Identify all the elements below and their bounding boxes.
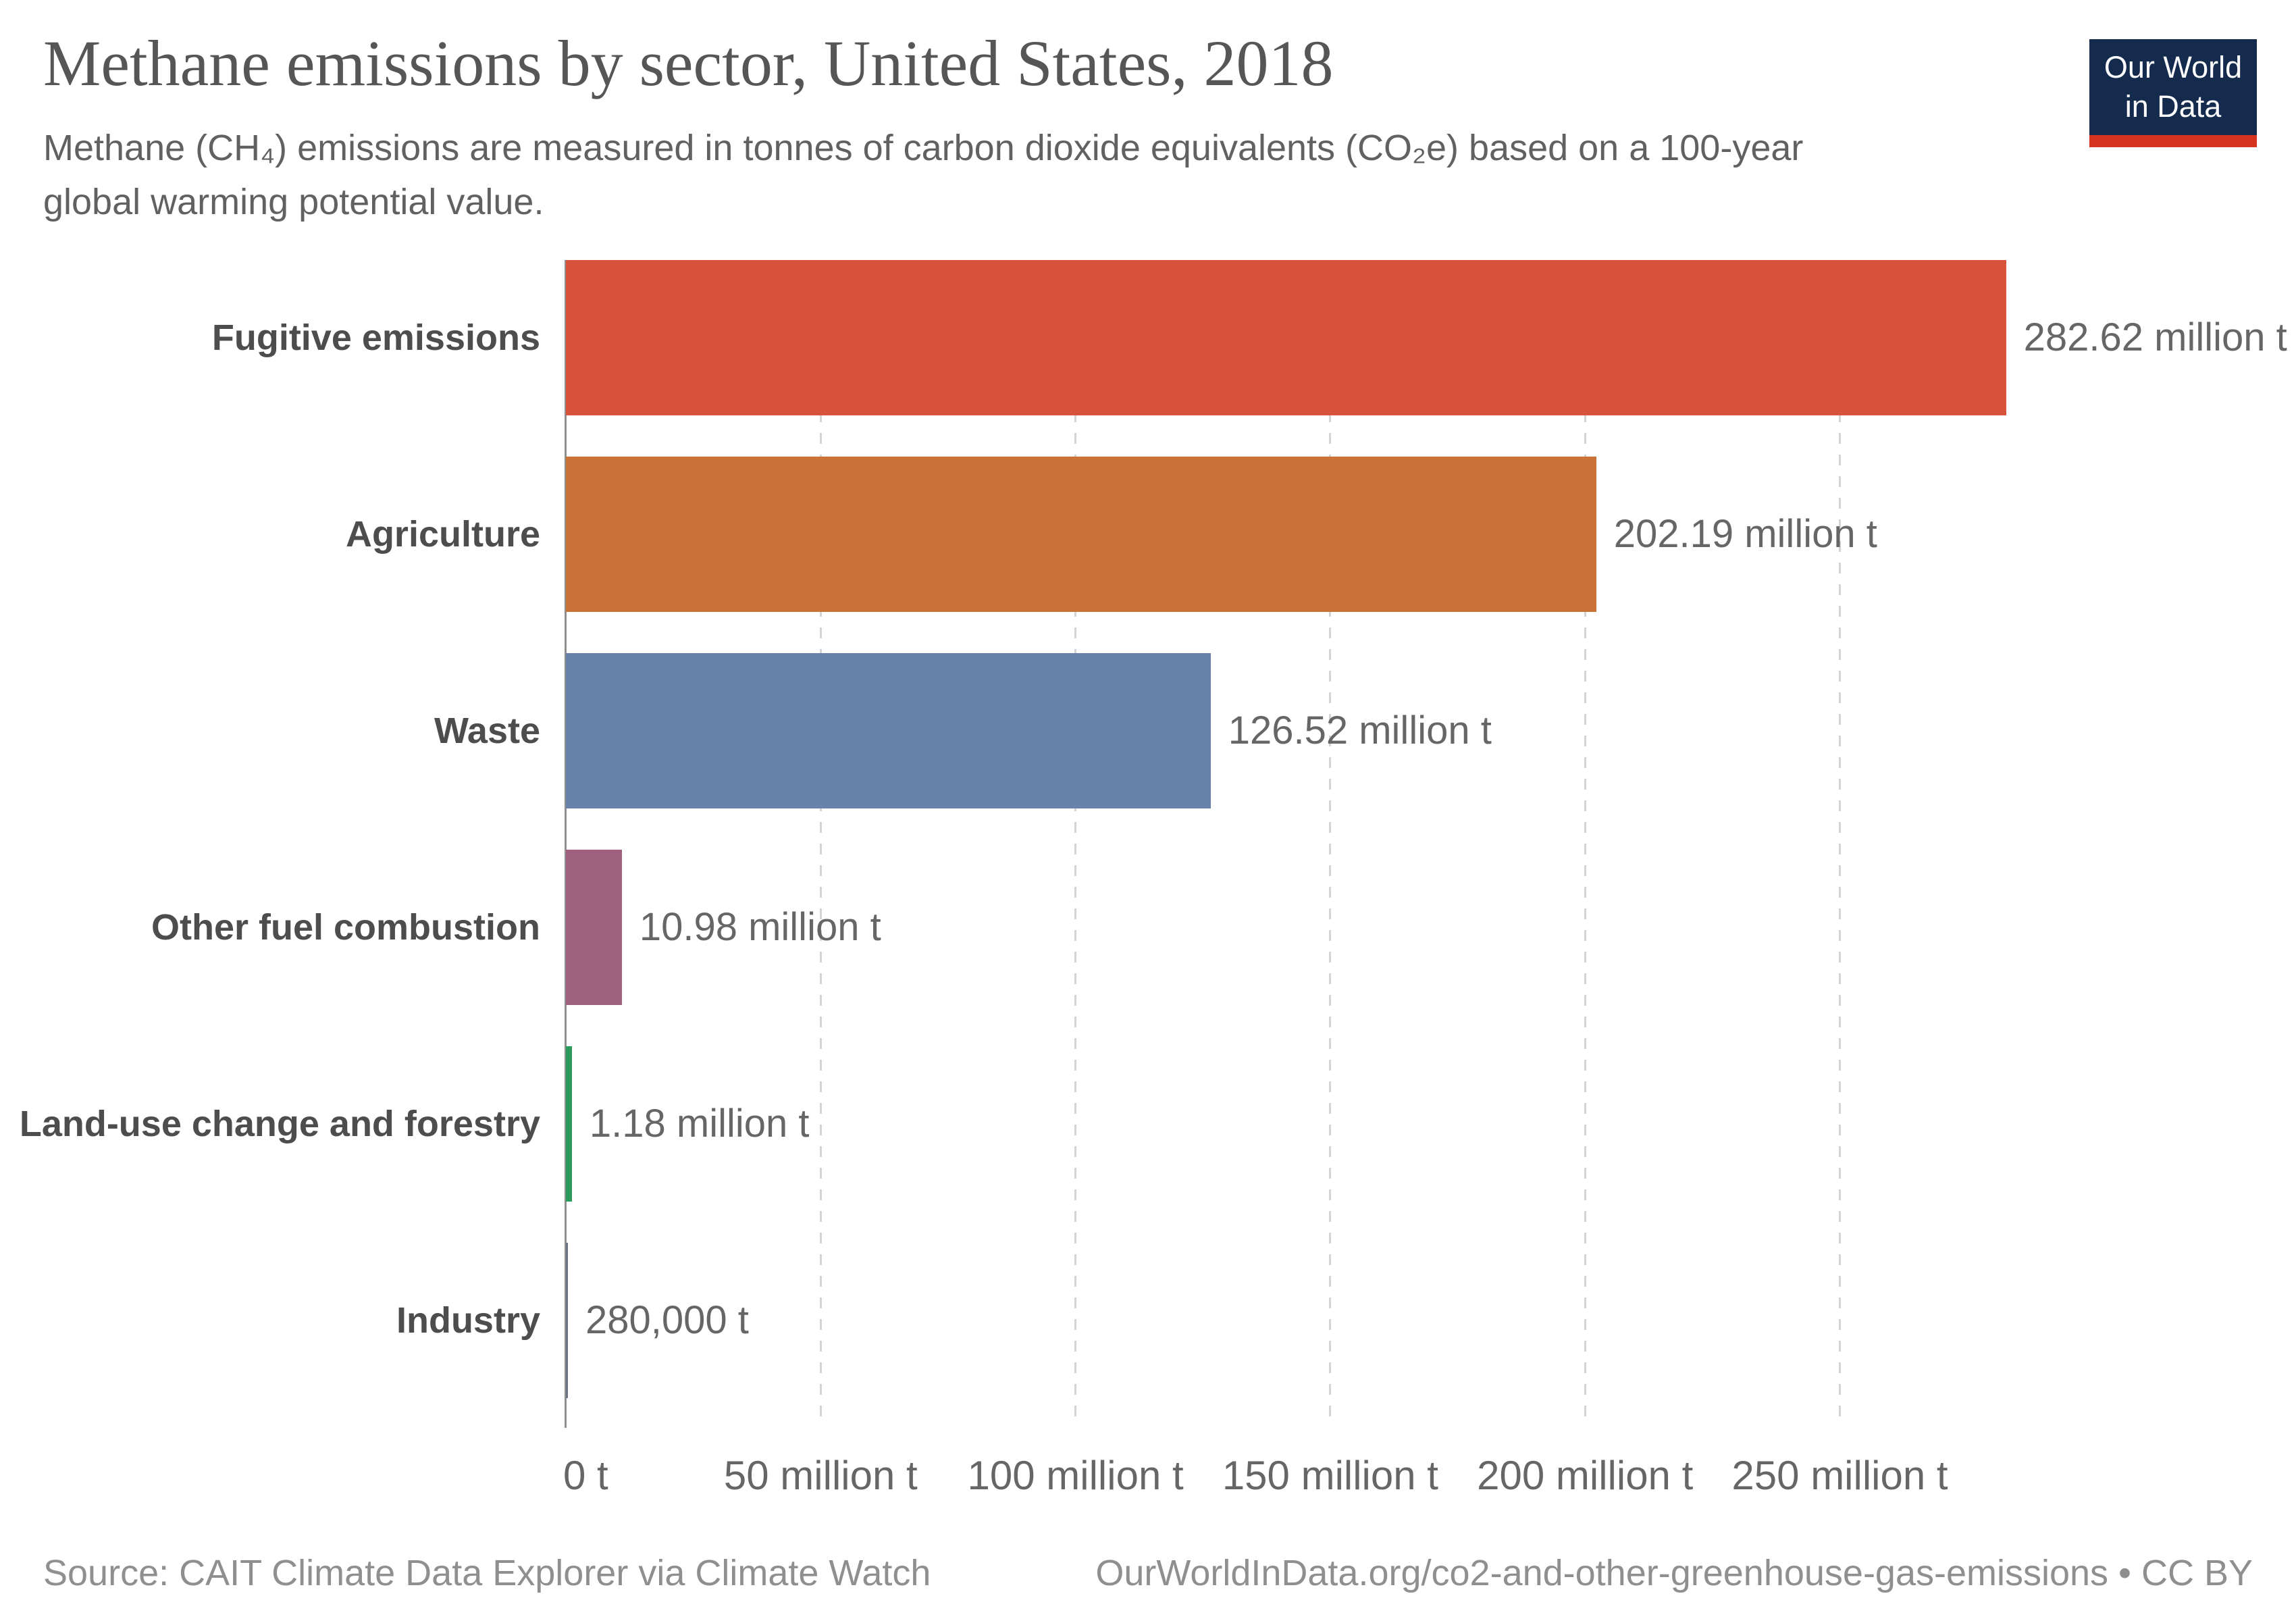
bar-other-fuel-combustion[interactable] — [566, 850, 622, 1005]
owid-logo-line1: Our World — [2104, 50, 2243, 85]
owid-logo[interactable]: Our World in Data — [2089, 39, 2257, 147]
value-label-industry: 280,000 t — [585, 1298, 749, 1342]
y-axis-line — [565, 260, 567, 1428]
category-label-fugitive-emissions: Fugitive emissions — [211, 317, 540, 358]
value-label-land-use-change-and-forestry: 1.18 million t — [589, 1102, 810, 1146]
value-label-waste: 126.52 million t — [1228, 709, 1492, 752]
x-axis-tick-250-million-t: 250 million t — [1731, 1453, 1948, 1498]
value-label-fugitive-emissions: 282.62 million t — [2023, 315, 2287, 359]
gridline-150-million-t — [1329, 260, 1332, 1426]
category-label-agriculture: Agriculture — [345, 514, 540, 555]
gridline-200-million-t — [1584, 260, 1586, 1426]
category-label-industry: Industry — [396, 1300, 540, 1341]
category-label-other-fuel-combustion: Other fuel combustion — [151, 907, 540, 948]
source-note: Source: CAIT Climate Data Explorer via C… — [43, 1553, 931, 1593]
x-axis-tick-0-t: 0 t — [563, 1453, 608, 1498]
chart-subtitle-line2: global warming potential value. — [43, 181, 544, 222]
x-axis-tick-50-million-t: 50 million t — [723, 1453, 918, 1498]
x-axis-tick-200-million-t: 200 million t — [1477, 1453, 1694, 1498]
bar-land-use-change-and-forestry[interactable] — [566, 1046, 572, 1202]
category-label-land-use-change-and-forestry: Land-use change and forestry — [19, 1104, 540, 1144]
bar-fugitive-emissions[interactable] — [566, 260, 2006, 415]
category-label-waste: Waste — [434, 711, 540, 751]
owid-logo-line2: in Data — [2124, 89, 2222, 124]
bar-agriculture[interactable] — [566, 457, 1596, 612]
chart-subtitle-line1: Methane (CH₄) emissions are measured in … — [43, 128, 1804, 168]
value-label-other-fuel-combustion: 10.98 million t — [639, 905, 881, 949]
chart-subtitle: Methane (CH₄) emissions are measured in … — [43, 122, 1803, 230]
bar-waste[interactable] — [566, 653, 1211, 808]
attribution-link[interactable]: OurWorldInData.org/co2-and-other-greenho… — [1095, 1553, 2253, 1593]
gridline-100-million-t — [1074, 260, 1077, 1426]
x-axis-tick-150-million-t: 150 million t — [1222, 1453, 1438, 1498]
plot-area — [565, 260, 2277, 1428]
value-label-agriculture: 202.19 million t — [1613, 512, 1877, 556]
x-axis-tick-100-million-t: 100 million t — [967, 1453, 1184, 1498]
owid-logo-stripe — [2089, 135, 2257, 147]
bar-industry[interactable] — [566, 1243, 568, 1398]
gridline-50-million-t — [819, 260, 822, 1426]
gridline-250-million-t — [1839, 260, 1841, 1426]
page-title: Methane emissions by sector, United Stat… — [43, 27, 1334, 99]
